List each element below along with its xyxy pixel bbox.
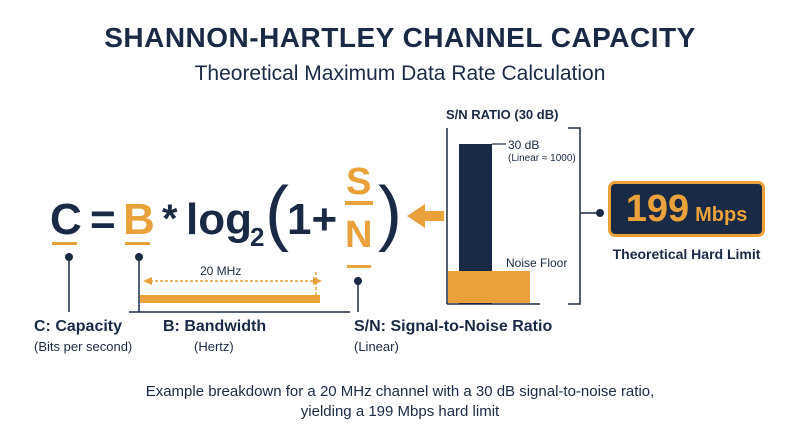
signal-bar-sublabel: (Linear ≈ 1000) <box>508 153 576 164</box>
snr-label: S/N: Signal-to-Noise Ratio <box>354 318 553 335</box>
capacity-label: C: Capacity <box>34 318 123 335</box>
footnote-line-2: yielding a 199 Mbps hard limit <box>300 403 500 420</box>
bandwidth-arrow-left <box>143 277 152 285</box>
bandwidth-label: B: Bandwidth <box>163 318 267 335</box>
capacity-unit: (Bits per second) <box>34 339 133 354</box>
result-caption: Theoretical Hard Limit <box>612 246 761 262</box>
bandwidth-value: 20 MHz <box>200 264 242 278</box>
fraction-bar <box>345 201 373 205</box>
capacity-result-box: 199 Mbps <box>608 181 765 237</box>
bandwidth-unit: (Hertz) <box>194 339 234 354</box>
capacity-result-unit: Mbps <box>695 204 748 226</box>
capacity-underline <box>52 242 77 245</box>
log-base: 2 <box>250 222 265 252</box>
page-subtitle: Theoretical Maximum Data Rate Calculatio… <box>194 62 606 85</box>
snr-chart-title: S/N RATIO (30 dB) <box>446 107 559 122</box>
signal-symbol: S <box>346 161 372 203</box>
footnote: Example breakdown for a 20 MHz channel w… <box>0 382 800 422</box>
close-paren: ) <box>378 173 402 253</box>
bandwidth-bar <box>140 295 320 303</box>
equals-sign: = <box>90 195 116 244</box>
page-title: SHANNON-HARTLEY CHANNEL CAPACITY <box>104 22 696 53</box>
signal-bar-label: 30 dB <box>508 138 540 152</box>
bandwidth-symbol: B <box>123 195 155 244</box>
capacity-result-value: 199 <box>625 188 690 230</box>
noise-symbol: N <box>345 214 373 256</box>
footnote-line-1: Example breakdown for a 20 MHz channel w… <box>145 383 655 400</box>
snr-pointer-arrow <box>407 204 444 228</box>
result-connector-dot <box>596 209 604 217</box>
one-plus: 1+ <box>287 195 338 244</box>
multiply-sign: * <box>162 197 178 241</box>
bandwidth-underline <box>125 242 150 245</box>
snr-unit: (Linear) <box>354 339 399 354</box>
capacity-symbol: C <box>50 195 82 244</box>
bandwidth-arrow-right <box>313 277 322 285</box>
snr-underline <box>347 265 371 268</box>
noise-floor-label: Noise Floor <box>506 256 568 270</box>
open-paren: ( <box>265 173 289 253</box>
noise-floor-bar <box>448 271 530 303</box>
log-function: log <box>186 195 252 244</box>
